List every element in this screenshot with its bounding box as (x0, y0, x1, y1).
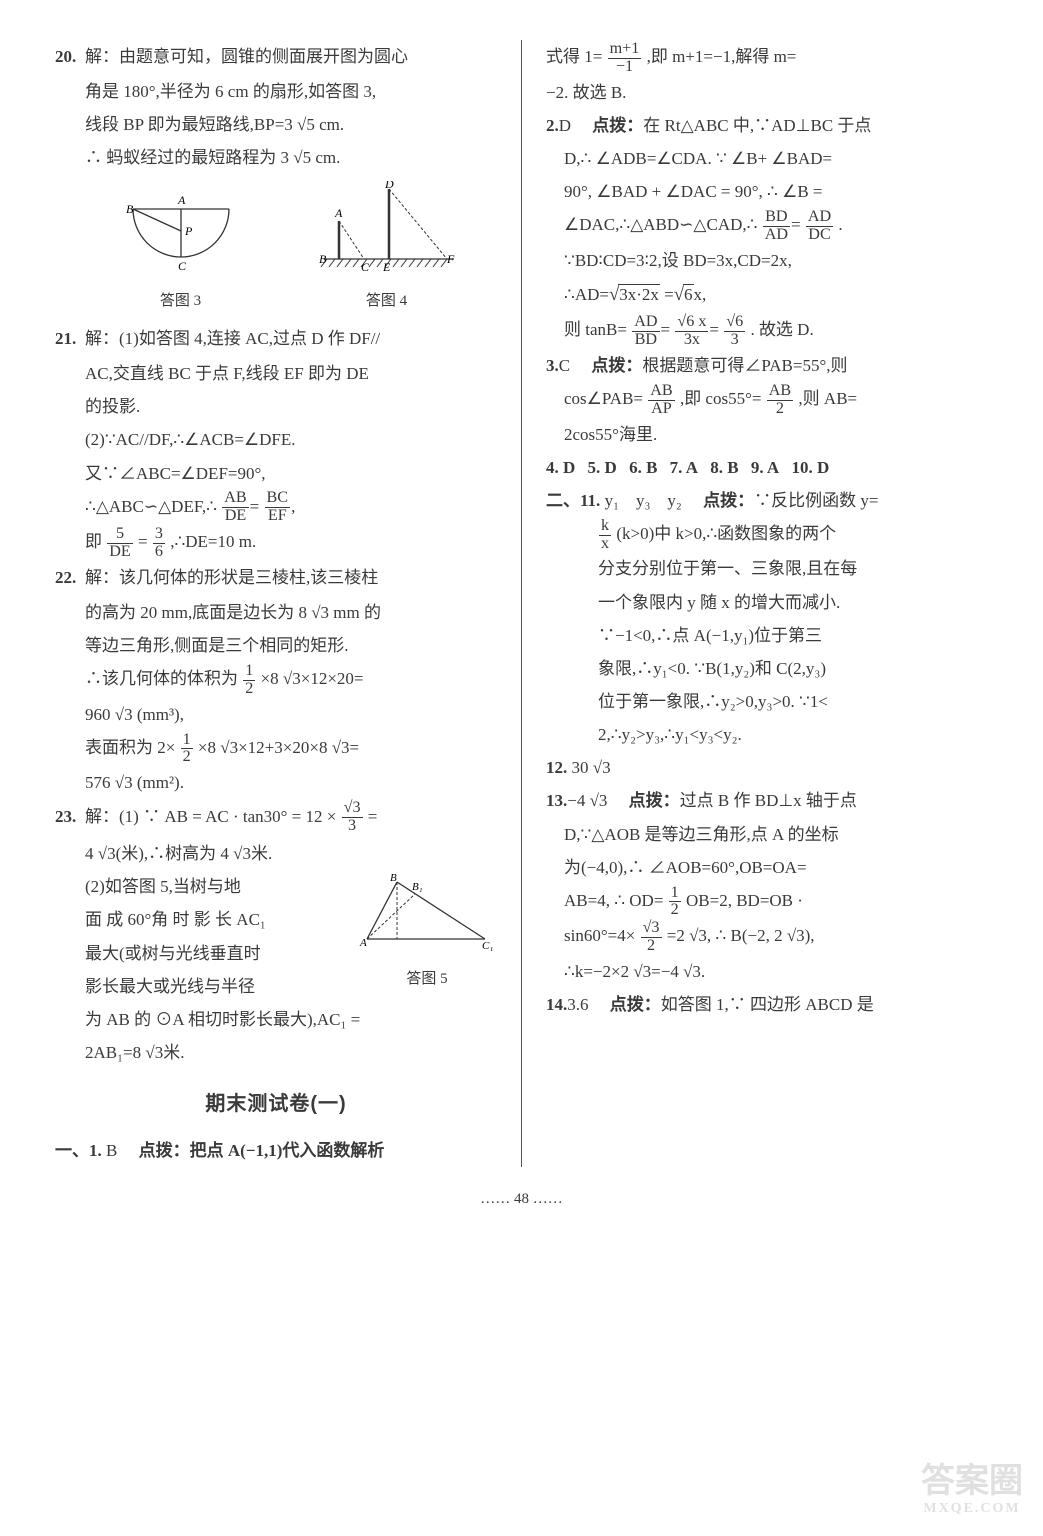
text: AB=4, ∴ OD= 12 OB=2, BD=OB · (564, 884, 988, 920)
svg-text:F: F (446, 252, 455, 266)
text: 4 √3(米),∴树高为 4 √3米. (85, 837, 497, 870)
problem-3: 3.C 点拨：根据题意可得∠PAB=55°,则 (546, 349, 988, 382)
text: 则 tanB= ADBD= √6 x3x= √63 . 故选 D. (564, 313, 988, 349)
text: 角是 180°,半径为 6 cm 的扇形,如答图 3, (85, 75, 497, 108)
text: sin60°=4× √32 =2 √3, ∴ B(−2, 2 √3), (564, 919, 988, 955)
text: kx (k>0)中 k>0,∴函数图象的两个 (598, 517, 988, 553)
watermark: 答案圈 MXQE.COM (921, 1463, 1023, 1516)
text: 即 5DE = 36 ,∴DE=10 m. (85, 525, 497, 561)
text: 解：(1) ∵ AB = AC · tan30° = 12 × √33 = (85, 800, 497, 836)
text: 为 AB 的 ⊙A 相切时影长最大),AC₁ = (85, 1003, 497, 1036)
problem-23: 23. 解：(1) ∵ AB = AC · tan30° = 12 × √33 … (55, 800, 497, 836)
text: 分支分别位于第一、三象限,且在每 (598, 552, 988, 585)
text: ∵BD∶CD=3∶2,设 BD=3x,CD=2x, (564, 244, 988, 277)
page-number: …… 48 …… (55, 1185, 988, 1214)
problem-22: 22. 解：该几何体的形状是三棱柱,该三棱柱 (55, 561, 497, 594)
problem-number: 23. (55, 800, 85, 836)
text: 960 √3 (mm³), (85, 698, 497, 731)
text: 式得 1= m+1−1 ,即 m+1=−1,解得 m= (546, 40, 988, 76)
problem-14: 14.3.6 点拨：如答图 1,∵ 四边形 ABCD 是 (546, 988, 988, 1021)
figure-3: B A P C (118, 191, 243, 276)
problem-20: 20. 解：由题意可知，圆锥的侧面展开图为圆心 (55, 40, 497, 73)
svg-text:D: D (384, 181, 394, 191)
text: 解：由题意可知，圆锥的侧面展开图为圆心 (85, 40, 497, 73)
text: 又∵∠ABC=∠DEF=90°, (85, 457, 497, 490)
text: 的高为 20 mm,底面是边长为 8 √3 mm 的 (85, 596, 497, 629)
text: 576 √3 (mm²). (85, 766, 497, 799)
section-title: 期末测试卷(一) (55, 1085, 497, 1124)
answers-row: 4. D 5. D 6. B 7. A 8. B 9. A 10. D (546, 451, 988, 484)
svg-text:B: B (126, 202, 134, 216)
svg-text:C₁: C₁ (482, 940, 493, 952)
text: 表面积为 2× 12 ×8 √3×12+3×20×8 √3= (85, 731, 497, 767)
hint-text: 点拨：把点 A(−1,1)代入函数解析 (139, 1141, 385, 1160)
text: ∴该几何体的体积为 12 ×8 √3×12×20= (85, 662, 497, 698)
text: 2,∴y₂>y₃,∴y₁<y₃<y₂. (598, 718, 988, 751)
figure-row: B A P C 答图 3 (85, 181, 497, 316)
figure-caption: 答图 3 (118, 287, 243, 316)
svg-text:A: A (177, 193, 186, 207)
left-column: 20. 解：由题意可知，圆锥的侧面展开图为圆心 角是 180°,半径为 6 cm… (55, 40, 497, 1167)
svg-text:A: A (334, 206, 343, 220)
text: 位于第一象限,∴y₂>0,y₃>0. ∵1< (598, 685, 988, 718)
text: 2cos55°海里. (564, 418, 988, 451)
problem-number: 22. (55, 561, 85, 594)
text: 90°, ∠BAD + ∠DAC = 90°, ∴ ∠B = (564, 175, 988, 208)
svg-text:A: A (359, 937, 367, 949)
text: 的投影. (85, 390, 497, 423)
text: 2AB₁=8 √3米. (85, 1036, 497, 1069)
figure-4: A B C D E F (309, 181, 464, 276)
svg-text:C: C (178, 259, 187, 273)
svg-text:E: E (382, 260, 391, 274)
text-with-figure: A B B₁ C₁ 答图 5 (2)如答图 5,当树与地 面 成 60°角 时 … (85, 870, 497, 1003)
svg-text:B: B (390, 874, 397, 884)
text: ∴ 蚂蚁经过的最短路程为 3 √5 cm. (85, 141, 497, 174)
text: ∴k=−2×2 √3=−4 √3. (564, 955, 988, 988)
text: 解：(1)如答图 4,连接 AC,过点 D 作 DF// (85, 322, 497, 355)
text: ∴AD=√3x·2x =√6x, (564, 277, 988, 313)
text: (2)∵AC//DF,∴∠ACB=∠DFE. (85, 423, 497, 456)
problem-number: 21. (55, 322, 85, 355)
text: cos∠PAB= ABAP ,即 cos55°= AB2 ,则 AB= (564, 382, 988, 418)
svg-text:B₁: B₁ (412, 881, 423, 893)
svg-text:P: P (184, 224, 193, 238)
text: D,∵△AOB 是等边三角形,点 A 的坐标 (564, 818, 988, 851)
text: 等边三角形,侧面是三个相同的矩形. (85, 629, 497, 662)
figure-caption: 答图 4 (309, 287, 464, 316)
figure-5: A B B₁ C₁ (357, 874, 497, 954)
problem-12: 12. 30 √3 (546, 751, 988, 784)
text: 为(−4,0),∴ ∠AOB=60°,OB=OA= (564, 851, 988, 884)
figure-caption: 答图 5 (357, 965, 497, 994)
svg-text:C: C (361, 260, 370, 274)
text: 一个象限内 y 随 x 的增大而减小. (598, 586, 988, 619)
text: 解：该几何体的形状是三棱柱,该三棱柱 (85, 561, 497, 594)
text: ∠DAC,∴△ABD∽△CAD,∴ BDAD= ADDC . (564, 208, 988, 244)
problem-21: 21. 解：(1)如答图 4,连接 AC,过点 D 作 DF// (55, 322, 497, 355)
text: 象限,∴y₁<0. ∵B(1,y₂)和 C(2,y₃) (598, 652, 988, 685)
text: 线段 BP 即为最短路线,BP=3 √5 cm. (85, 108, 497, 141)
problem-number: 20. (55, 40, 85, 73)
problem-11: 二、11. y₁ y₃ y₂ 点拨：∵反比例函数 y= (546, 484, 988, 517)
svg-text:B: B (319, 252, 327, 266)
text: D,∴ ∠ADB=∠CDA. ∵ ∠B+ ∠BAD= (564, 142, 988, 175)
problem-13: 13.−4 √3 点拨：过点 B 作 BD⊥x 轴于点 (546, 784, 988, 817)
problem-2: 2.D 点拨：在 Rt△ABC 中,∵AD⊥BC 于点 (546, 109, 988, 142)
text: AC,交直线 BC 于点 F,线段 EF 即为 DE (85, 357, 497, 390)
right-column: 式得 1= m+1−1 ,即 m+1=−1,解得 m= −2. 故选 B. 2.… (546, 40, 988, 1167)
problem-1: 一、1. B 点拨：把点 A(−1,1)代入函数解析 (55, 1134, 497, 1167)
column-divider (521, 40, 522, 1167)
text: ∴△ABC∽△DEF,∴ ABDE= BCEF, (85, 490, 497, 526)
text: −2. 故选 B. (546, 76, 988, 109)
text: ∵−1<0,∴点 A(−1,y₁)位于第三 (598, 619, 988, 652)
